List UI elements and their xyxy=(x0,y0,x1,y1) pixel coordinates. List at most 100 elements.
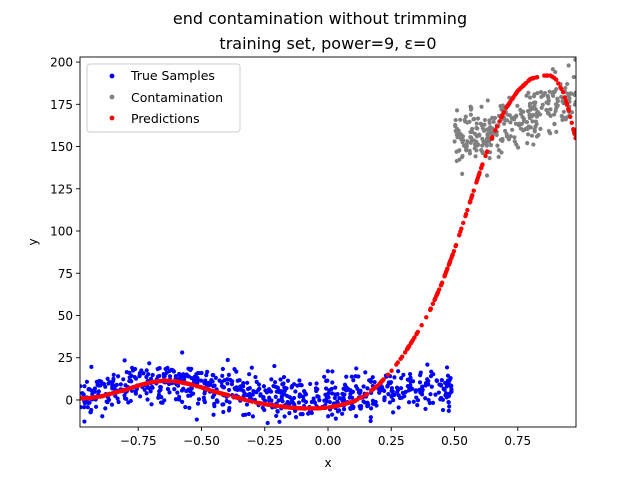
true-sample-point xyxy=(246,411,251,417)
prediction-point xyxy=(336,403,342,408)
prediction-point xyxy=(494,124,500,129)
true-sample-point xyxy=(180,350,185,355)
contamination-point xyxy=(565,81,570,87)
contamination-point xyxy=(546,101,551,106)
prediction-point xyxy=(434,292,440,297)
true-sample-point xyxy=(366,402,371,407)
true-sample-point xyxy=(425,362,430,367)
contamination-point xyxy=(546,95,551,100)
true-sample-point xyxy=(365,386,370,391)
true-sample-point xyxy=(138,394,143,399)
prediction-point xyxy=(500,113,505,118)
true-sample-point xyxy=(282,414,287,419)
true-sample-point xyxy=(394,385,400,390)
contamination-point xyxy=(525,132,531,137)
contamination-point xyxy=(573,90,576,95)
true-sample-point xyxy=(417,380,423,385)
true-sample-point xyxy=(82,384,87,389)
true-sample-point xyxy=(322,374,327,379)
true-sample-point xyxy=(237,378,242,383)
true-sample-point xyxy=(173,397,179,402)
true-sample-point xyxy=(335,409,340,414)
prediction-point xyxy=(283,404,289,410)
x-tick-label: −0.25 xyxy=(246,434,283,448)
true-sample-point xyxy=(148,376,154,381)
prediction-point xyxy=(240,396,245,402)
contamination-point xyxy=(471,117,476,122)
prediction-point xyxy=(559,86,564,92)
contamination-point xyxy=(504,118,510,123)
true-sample-point xyxy=(103,406,108,411)
prediction-point xyxy=(399,354,405,359)
contamination-point xyxy=(566,63,571,68)
true-sample-point xyxy=(109,402,115,407)
prediction-point xyxy=(257,400,262,406)
contamination-point xyxy=(547,89,552,94)
true-sample-point xyxy=(300,411,305,417)
true-sample-point xyxy=(349,374,354,379)
true-sample-point xyxy=(251,389,256,394)
prediction-point xyxy=(484,149,490,154)
true-sample-point xyxy=(195,401,201,406)
true-sample-point xyxy=(137,371,142,376)
true-sample-point xyxy=(340,411,345,416)
true-sample-point xyxy=(301,394,306,399)
true-sample-point xyxy=(239,383,244,389)
true-sample-point xyxy=(341,386,346,391)
true-sample-point xyxy=(247,372,252,377)
true-sample-point xyxy=(425,377,430,382)
true-sample-point xyxy=(115,396,120,401)
contamination-point xyxy=(453,128,458,134)
prediction-point xyxy=(409,339,414,345)
true-sample-point xyxy=(335,399,340,404)
contamination-point xyxy=(475,126,480,131)
contamination-point xyxy=(554,87,559,92)
contamination-point xyxy=(469,105,474,111)
true-sample-point xyxy=(94,379,99,384)
true-sample-point xyxy=(191,378,197,383)
series-predictions xyxy=(80,73,576,411)
true-sample-point xyxy=(368,415,373,420)
true-sample-point xyxy=(80,405,83,410)
true-sample-point xyxy=(211,384,216,389)
true-sample-point xyxy=(330,391,335,396)
true-sample-point xyxy=(89,364,94,369)
true-sample-point xyxy=(158,384,163,390)
contamination-point xyxy=(555,103,560,108)
contamination-point xyxy=(540,102,545,107)
prediction-point xyxy=(463,213,468,219)
true-sample-point xyxy=(401,372,406,377)
true-sample-point xyxy=(342,382,348,387)
true-sample-point xyxy=(399,376,404,381)
contamination-point xyxy=(527,95,533,100)
prediction-point xyxy=(412,335,417,340)
prediction-point xyxy=(493,128,498,133)
prediction-point xyxy=(569,120,574,126)
prediction-point xyxy=(568,114,573,120)
true-sample-point xyxy=(167,374,173,379)
contamination-point xyxy=(569,110,575,115)
prediction-point xyxy=(562,95,568,100)
prediction-point xyxy=(243,397,249,403)
true-sample-point xyxy=(297,394,302,399)
true-sample-point xyxy=(173,374,178,379)
true-sample-point xyxy=(293,389,298,394)
chart-subtitle: training set, power=9, ε=0 xyxy=(219,34,436,53)
true-sample-point xyxy=(88,410,93,415)
true-sample-point xyxy=(262,407,267,413)
contamination-point xyxy=(525,141,530,146)
contamination-point xyxy=(486,139,492,144)
x-axis: −0.75 −0.50 −0.25 0.00 0.25 0.50 0.75 xyxy=(120,427,531,448)
true-sample-point xyxy=(418,370,423,375)
true-sample-point xyxy=(282,388,287,393)
true-sample-point xyxy=(226,372,231,377)
x-tick-label: 0.50 xyxy=(441,434,468,448)
true-sample-point xyxy=(80,391,85,396)
prediction-point xyxy=(101,393,107,398)
legend-markers xyxy=(109,73,115,121)
contamination-point xyxy=(538,89,544,95)
y-tick-label: 25 xyxy=(58,351,73,365)
contamination-point xyxy=(487,118,492,123)
true-sample-point xyxy=(407,371,413,377)
contamination-point xyxy=(527,112,532,117)
